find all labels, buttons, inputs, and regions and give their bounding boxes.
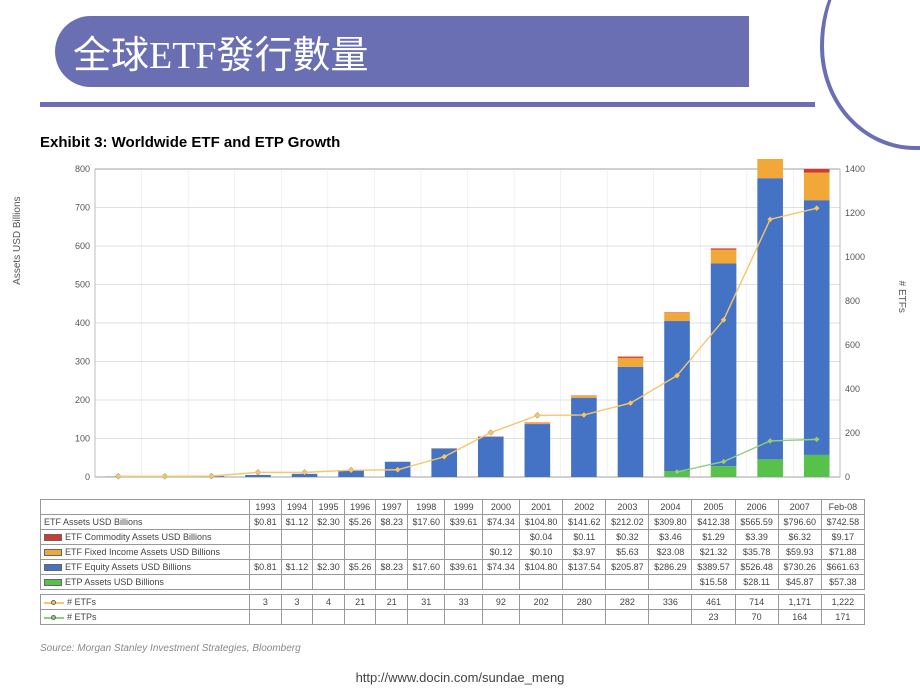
- data-table: 1993199419951996199719981999200020012002…: [40, 499, 865, 625]
- bar-segment: [664, 313, 690, 321]
- svg-text:400: 400: [75, 318, 90, 328]
- bar-segment: [804, 200, 830, 455]
- bar-segment: [618, 358, 644, 367]
- svg-text:400: 400: [845, 384, 860, 394]
- exhibit-title: Exhibit 3: Worldwide ETF and ETP Growth: [40, 134, 885, 151]
- y-right-axis-label: # ETFs: [896, 281, 907, 313]
- svg-text:100: 100: [75, 434, 90, 444]
- footer-link: http://www.docin.com/sundae_meng: [356, 670, 565, 685]
- bar-segment: [711, 466, 737, 477]
- bar-segment: [525, 424, 551, 477]
- slide-header: 全球ETF發行數量: [0, 0, 920, 110]
- bar-segment: [711, 248, 737, 249]
- svg-text:800: 800: [75, 164, 90, 174]
- bar-segment: [804, 173, 830, 201]
- bar-segment: [711, 263, 737, 466]
- growth-chart: 0 100 200 300 400 500 600 700 800 0 200 400 600 800 10…: [40, 159, 885, 499]
- decorative-curve: [820, 0, 920, 150]
- bar-segment: [804, 455, 830, 477]
- svg-text:600: 600: [845, 340, 860, 350]
- bar-segment: [618, 357, 644, 358]
- bar-segment: [804, 169, 830, 173]
- bar-segment: [618, 367, 644, 477]
- svg-text:1200: 1200: [845, 208, 865, 218]
- source-note: Source: Morgan Stanley Investment Strate…: [40, 643, 885, 654]
- svg-text:300: 300: [75, 357, 90, 367]
- slide-title: 全球ETF發行數量: [55, 16, 749, 87]
- svg-text:600: 600: [75, 241, 90, 251]
- svg-text:1000: 1000: [845, 252, 865, 262]
- bar-segment: [478, 437, 504, 477]
- svg-text:500: 500: [75, 280, 90, 290]
- svg-text:0: 0: [845, 472, 850, 482]
- bar-segment: [664, 321, 690, 471]
- bar-segment: [757, 459, 783, 477]
- svg-text:200: 200: [75, 395, 90, 405]
- svg-text:0: 0: [85, 472, 90, 482]
- y-left-axis-label: Assets USD Billions: [12, 196, 23, 284]
- content-area: Exhibit 3: Worldwide ETF and ETP Growth …: [40, 130, 885, 654]
- bar-segment: [757, 159, 783, 178]
- svg-text:1400: 1400: [845, 164, 865, 174]
- bar-segment: [571, 396, 597, 398]
- svg-text:200: 200: [845, 428, 860, 438]
- chart-container: Assets USD Billions # ETFs 0100200300400…: [40, 159, 885, 499]
- title-underline: [40, 102, 815, 107]
- bar-segment: [711, 250, 737, 264]
- svg-text:800: 800: [845, 296, 860, 306]
- bar-segment: [571, 398, 597, 477]
- svg-text:700: 700: [75, 203, 90, 213]
